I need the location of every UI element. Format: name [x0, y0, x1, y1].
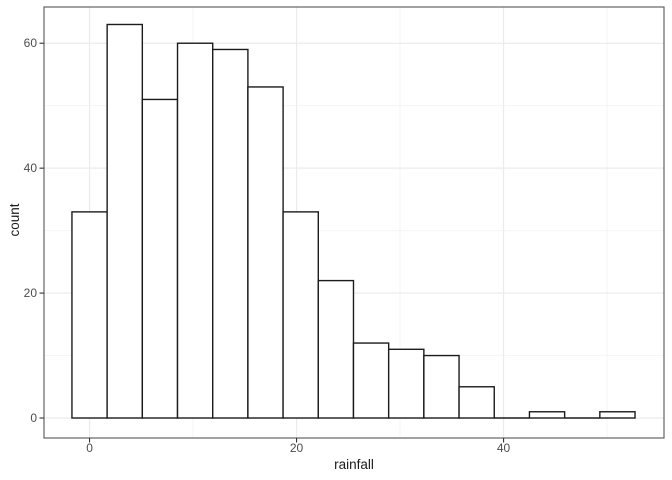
histogram-bar	[423, 354, 460, 419]
histogram-bar	[599, 411, 636, 419]
histogram-bar	[71, 211, 108, 419]
histogram-bar	[212, 48, 249, 419]
histogram-bar	[176, 42, 214, 419]
histogram-bar	[387, 348, 425, 419]
x-axis-title: rainfall	[334, 457, 374, 472]
x-axis-tick-label: 40	[496, 441, 511, 455]
histogram-bar	[282, 211, 319, 419]
histogram-bar	[352, 342, 390, 419]
y-axis-tick-label: 0	[30, 411, 37, 425]
y-axis-tick-label: 60	[23, 36, 37, 51]
x-axis-tick-label: 0	[86, 441, 93, 455]
histogram-bar	[317, 279, 355, 419]
histogram-bar	[458, 386, 495, 419]
y-axis-tick-label: 20	[23, 286, 37, 301]
histogram-bar	[141, 98, 179, 419]
histogram-bar	[528, 411, 566, 419]
histogram-bar	[106, 23, 144, 419]
y-axis-title: count	[7, 203, 22, 237]
x-axis-tick-label: 20	[289, 441, 304, 455]
panel-border	[43, 6, 665, 439]
y-axis-tick-label: 40	[23, 161, 37, 176]
histogram-bar	[247, 86, 284, 419]
